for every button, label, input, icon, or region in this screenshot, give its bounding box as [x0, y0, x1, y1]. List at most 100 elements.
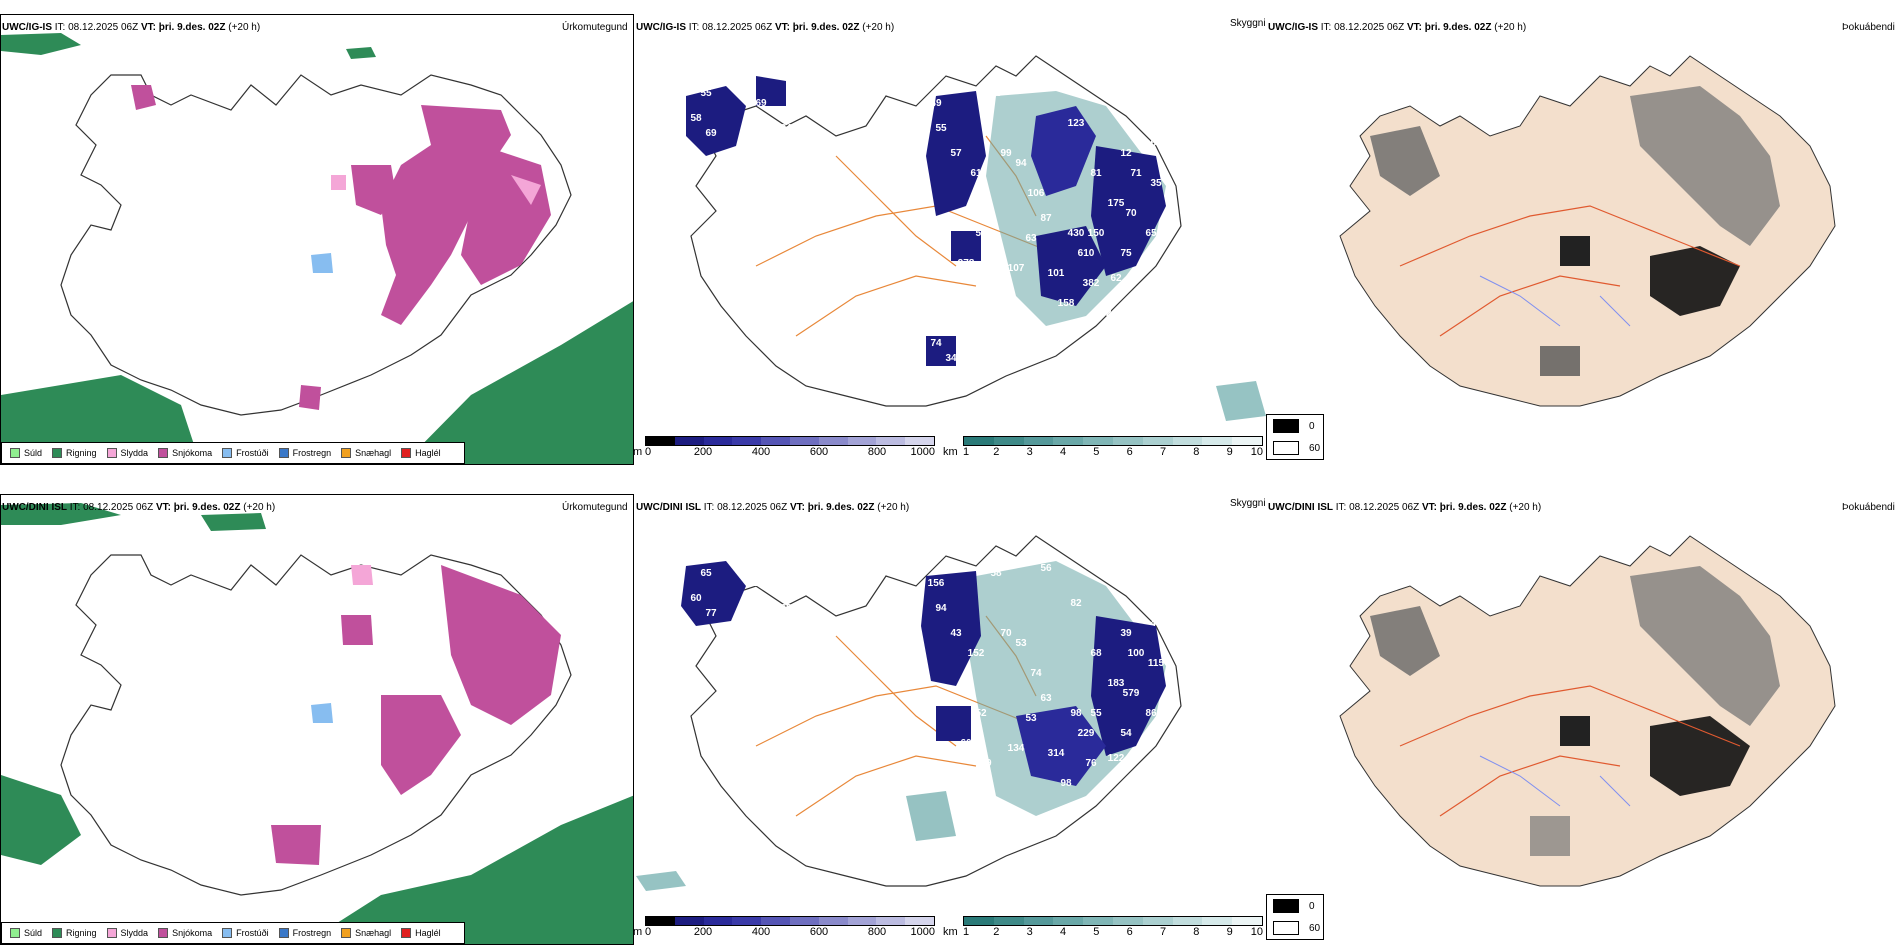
visibility-label: 43 — [950, 628, 962, 639]
fog-swatch — [1273, 899, 1299, 913]
colorbar-swatch — [1053, 917, 1084, 925]
vt-value: þri. 9.des. 02Z — [173, 502, 241, 513]
colorbar-tick-label: 10 — [1250, 926, 1263, 938]
colorbar-swatch — [1142, 437, 1173, 445]
colorbar-tick-label: 600 — [809, 446, 829, 458]
colorbar-swatch — [1112, 917, 1143, 925]
it-label: IT: — [69, 502, 81, 513]
visibility-label: 107 — [978, 278, 995, 289]
colorbar-tick-label: 5 — [1093, 926, 1100, 938]
colorbar-swatch — [1023, 437, 1054, 445]
visibility-label: 58 — [690, 113, 702, 124]
visibility-label: 229 — [1078, 728, 1095, 739]
precip-legend-top: Súld Rigning Slydda Snjókoma Frostúði Fr… — [1, 442, 465, 464]
bottom-vis-title: Skyggni — [1230, 498, 1266, 509]
visibility-label: 57 — [950, 148, 962, 159]
legend-item-snjokoma: Snjókoma — [158, 448, 212, 458]
legend-swatch — [401, 928, 412, 938]
fog-legend-label: 60 — [1309, 442, 1321, 454]
legend-label: Slydda — [120, 448, 149, 458]
visibility-label: 16 — [1130, 108, 1142, 119]
legend-swatch — [222, 448, 233, 458]
vt-label: VT: — [155, 502, 171, 513]
vis-colorbar: 1 2 3 4 5 6 7 8 9 10 — [963, 436, 1263, 460]
fog-legend-top: 0 60 — [1266, 414, 1324, 460]
model-name: UWC/IG-IS — [2, 22, 52, 33]
visibility-label: 430 — [1068, 228, 1085, 239]
colorbar-tick-label: 10 — [1250, 446, 1263, 458]
colorbar-tick-label: 600 — [809, 926, 829, 938]
top-precip-title: Úrkomutegund — [562, 22, 628, 33]
colorbar-tick-label: 8 — [1193, 926, 1200, 938]
it-value: 08.12.2025 06Z — [68, 22, 139, 33]
ceiling-colorbar-ticks: 0 200 400 600 800 1000 — [645, 926, 935, 940]
visibility-label: 123 — [1068, 118, 1085, 129]
it-value: 08.12.2025 06Z — [1334, 22, 1405, 33]
visibility-label: 150 — [1088, 228, 1105, 239]
colorbar-swatch — [646, 437, 675, 445]
colorbar-tick-label: 2 — [993, 446, 1000, 458]
visibility-label: 100 — [1128, 648, 1145, 659]
legend-item-rigning: Rigning — [52, 928, 97, 938]
colorbar-swatch — [847, 437, 877, 445]
legend-item-slydda: Slydda — [106, 928, 148, 938]
visibility-label: 70 — [1125, 208, 1137, 219]
colorbar-swatch — [703, 917, 733, 925]
visibility-label: 56 — [975, 228, 987, 239]
legend-item-sudl: Súld — [10, 448, 42, 458]
fog-swatch — [1273, 441, 1299, 455]
visibility-label: 152 — [968, 648, 985, 659]
visibility-label: 99 — [1000, 148, 1012, 159]
visibility-label: 115 — [1148, 658, 1165, 669]
visibility-label: 58 — [990, 568, 1002, 579]
visibility-label: 314 — [1048, 748, 1065, 759]
top-vis-title: Skyggni — [1230, 18, 1266, 29]
legend-item-rigning: Rigning — [52, 448, 97, 458]
it-value: 08.12.2025 06Z — [717, 502, 788, 513]
colorbar-swatch — [674, 917, 704, 925]
colorbar-swatch — [1172, 917, 1203, 925]
colorbar-swatch — [732, 917, 762, 925]
colorbar-swatch — [818, 437, 848, 445]
colorbar-swatch — [905, 437, 934, 445]
top-precip-header: UWC/IG-IS IT: 08.12.2025 06Z VT: þri. 9.… — [2, 22, 260, 34]
visibility-label: 77 — [1040, 83, 1052, 94]
colorbar-tick-label: 8 — [1193, 446, 1200, 458]
vt-value: þri. 9.des. 02Z — [158, 22, 226, 33]
colorbar-swatch — [818, 917, 848, 925]
visibility-label: 49 — [930, 98, 942, 109]
visibility-label: 98 — [1070, 708, 1082, 719]
ceiling-unit: m — [633, 446, 643, 458]
ceiling-unit: m — [633, 926, 643, 938]
colorbar-tick-label: 800 — [867, 926, 887, 938]
it-label: IT: — [703, 502, 715, 513]
visibility-label: 53 — [1015, 638, 1027, 649]
colorbar-swatch — [1172, 437, 1203, 445]
model-name: UWC/DINI ISL — [636, 502, 701, 513]
visibility-label: 35 — [1150, 178, 1162, 189]
visibility-label: 82 — [1070, 598, 1082, 609]
colorbar-swatch — [646, 917, 675, 925]
colorbar-swatch — [732, 437, 762, 445]
legend-swatch — [52, 928, 63, 938]
colorbar-tick-label: 9 — [1226, 446, 1233, 458]
colorbar-tick-label: 800 — [867, 446, 887, 458]
legend-label: Súld — [24, 928, 43, 938]
bottom-precip-map — [1, 503, 633, 944]
bottom-fog-header: UWC/DINI ISL IT: 08.12.2025 06Z VT: þri.… — [1268, 502, 1541, 514]
it-value: 08.12.2025 06Z — [702, 22, 773, 33]
legend-label: Snæhagl — [355, 448, 392, 458]
legend-item-frostudi: Frostúði — [222, 928, 269, 938]
vt-label: VT: — [140, 22, 156, 33]
vt-value: þri. 9.des. 02Z — [792, 22, 860, 33]
colorbar-swatch — [789, 437, 819, 445]
visibility-label: 86 — [1145, 708, 1157, 719]
colorbar-swatch — [1053, 437, 1084, 445]
lead-time: (+20 h) — [862, 22, 895, 33]
visibility-label: 132 — [753, 578, 770, 589]
legend-label: Frostúði — [236, 448, 269, 458]
visibility-label: 70 — [1000, 628, 1012, 639]
ceiling-colorbar: 0 200 400 600 800 1000 — [645, 916, 935, 940]
colorbar-swatch — [964, 437, 994, 445]
